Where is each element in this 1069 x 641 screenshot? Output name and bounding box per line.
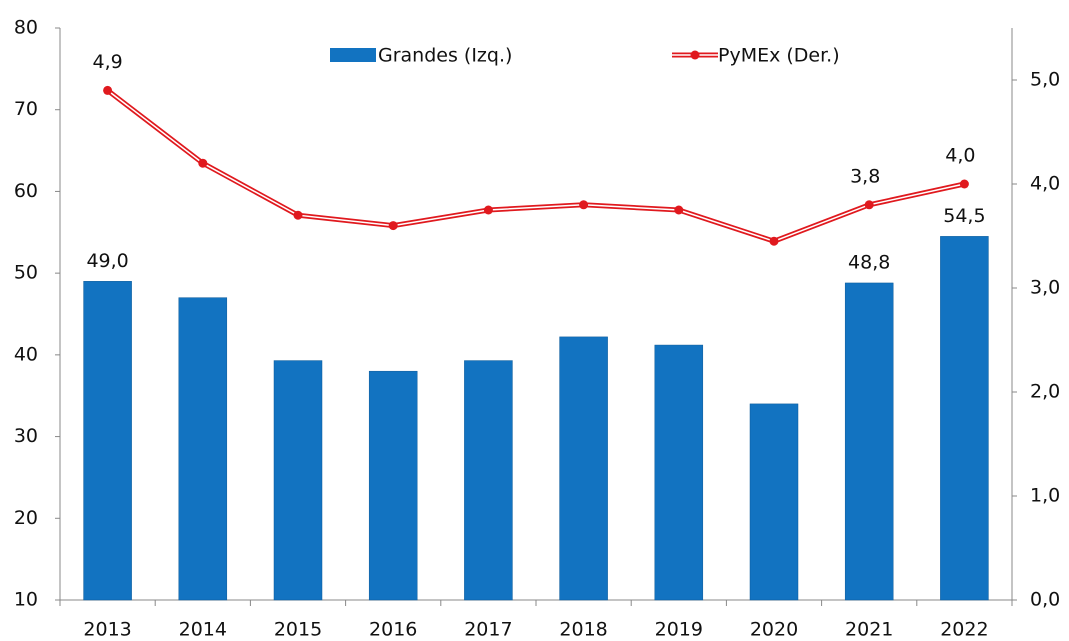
y2-tick-label: 0,0 — [1030, 589, 1060, 611]
bar-value-label: 54,5 — [943, 205, 985, 227]
bar — [178, 297, 228, 601]
legend-label: Grandes (Izq.) — [378, 45, 512, 67]
y2-tick-label: 5,0 — [1030, 69, 1060, 91]
bar — [559, 336, 608, 601]
y-tick-label: 10 — [14, 589, 38, 611]
bar — [273, 360, 323, 601]
y-tick-label: 50 — [14, 262, 38, 284]
line-marker — [388, 221, 398, 231]
bar — [83, 281, 132, 601]
line-marker — [959, 179, 969, 189]
x-tick-label: 2017 — [464, 619, 512, 641]
bar — [368, 370, 418, 601]
y-tick-label: 60 — [14, 180, 38, 202]
x-tick-label: 2016 — [369, 619, 417, 641]
legend-label: PyMEx (Der.) — [718, 45, 840, 67]
y2-tick-label: 2,0 — [1030, 381, 1060, 403]
line-series-inner — [107, 89, 965, 242]
y-tick-label: 20 — [14, 507, 38, 529]
y-tick-label: 40 — [14, 343, 38, 365]
x-tick-label: 2019 — [655, 619, 703, 641]
x-tick-label: 2015 — [274, 619, 322, 641]
x-tick-label: 2013 — [83, 619, 131, 641]
bar — [464, 360, 513, 601]
line-marker — [293, 210, 303, 220]
y2-tick-label: 1,0 — [1030, 485, 1060, 507]
line-marker — [674, 205, 684, 215]
x-tick-label: 2022 — [940, 619, 988, 641]
bar — [844, 282, 894, 601]
legend-swatch — [330, 48, 376, 62]
line-marker — [579, 200, 589, 210]
line-value-label: 4,9 — [92, 51, 122, 73]
line-marker — [864, 200, 874, 210]
bar-value-label: 48,8 — [848, 251, 890, 273]
y2-tick-label: 3,0 — [1030, 277, 1060, 299]
line-marker — [483, 205, 493, 215]
line-marker — [198, 158, 208, 168]
bar — [749, 403, 799, 601]
y2-tick-label: 4,0 — [1030, 173, 1060, 195]
bar — [654, 344, 704, 601]
x-tick-label: 2014 — [179, 619, 227, 641]
y-tick-label: 70 — [14, 98, 38, 120]
bar — [940, 236, 989, 601]
legend-marker — [690, 50, 700, 60]
x-tick-label: 2018 — [559, 619, 607, 641]
line-marker — [769, 236, 779, 246]
x-tick-label: 2021 — [845, 619, 893, 641]
x-tick-label: 2020 — [750, 619, 798, 641]
y-tick-label: 80 — [14, 17, 38, 39]
bar-value-label: 49,0 — [86, 250, 128, 272]
line-series — [106, 88, 965, 244]
y-tick-label: 30 — [14, 425, 38, 447]
line-marker — [103, 85, 113, 95]
line-value-label: 4,0 — [945, 145, 975, 167]
line-value-label: 3,8 — [850, 165, 880, 187]
